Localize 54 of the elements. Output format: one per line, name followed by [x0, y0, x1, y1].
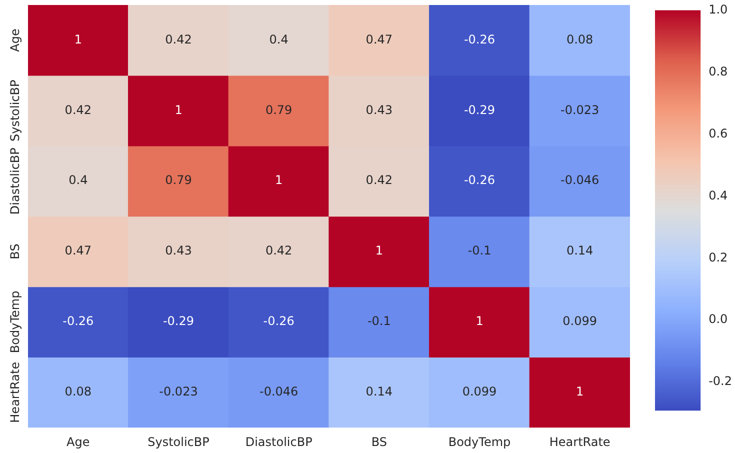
data-label: 0.47 [366, 32, 393, 46]
y-tick-label: BodyTemp [8, 290, 22, 354]
data-label: 0.14 [566, 244, 594, 258]
data-label: -0.26 [464, 32, 496, 46]
data-label: -0.26 [263, 314, 294, 328]
color-bar-label: 1.0 [708, 2, 728, 16]
x-tick-label: SystolicBP [148, 434, 210, 449]
data-label: -0.023 [560, 102, 600, 117]
x-tick-label: HeartRate [549, 434, 610, 449]
data-label: 0.79 [265, 102, 292, 117]
y-tick-label: DiastolicBP [8, 148, 22, 215]
data-label: -0.046 [560, 173, 600, 188]
data-label: 1 [375, 244, 383, 258]
data-label: 1 [275, 173, 283, 188]
data-label: 0.14 [366, 384, 393, 399]
data-label: 0.4 [269, 32, 288, 46]
data-label: 0.43 [165, 244, 192, 258]
color-bar-label: 0.4 [708, 188, 728, 202]
data-label: 0.42 [165, 32, 192, 46]
data-label: -0.29 [464, 102, 496, 117]
data-label: -0.1 [367, 314, 391, 328]
data-label: 0.79 [165, 173, 192, 188]
color-bar-label: 0.8 [708, 64, 728, 78]
x-tick-label: DiastolicBP [245, 434, 312, 449]
color-bar-label: 0.2 [708, 250, 728, 264]
x-tick-label: BS [371, 434, 387, 449]
data-label: 1 [476, 314, 484, 328]
data-label: -0.29 [162, 314, 194, 328]
color-bar-label: 0.6 [708, 126, 728, 140]
data-label: 0.42 [366, 173, 393, 188]
data-label: -0.1 [468, 244, 492, 258]
data-label: 0.099 [562, 314, 598, 328]
data-label: -0.046 [259, 384, 298, 399]
y-tick-label: BS [8, 244, 22, 260]
y-tick-label: SystolicBP [8, 80, 22, 142]
data-label: -0.023 [159, 384, 198, 399]
y-tick-label: Age [8, 28, 22, 52]
data-label: 0.4 [68, 173, 88, 188]
data-label: 0.43 [366, 102, 393, 117]
color-bar-label: -0.2 [708, 374, 732, 388]
data-label: 0.42 [265, 244, 292, 258]
data-label: 1 [74, 32, 82, 46]
x-tick-label: Age [66, 434, 90, 449]
data-label: 0.099 [462, 384, 497, 399]
data-label: 0.08 [566, 32, 594, 46]
color-bar-label: 0.0 [708, 312, 728, 326]
data-label: 1 [576, 384, 584, 399]
data-label: 0.47 [64, 244, 92, 258]
data-label: 0.42 [64, 102, 92, 117]
data-label: -0.26 [62, 314, 94, 328]
data-label: 1 [174, 102, 182, 117]
data-label: -0.26 [464, 173, 496, 188]
x-tick-label: BodyTemp [448, 434, 511, 449]
data-label: 0.08 [64, 384, 92, 399]
